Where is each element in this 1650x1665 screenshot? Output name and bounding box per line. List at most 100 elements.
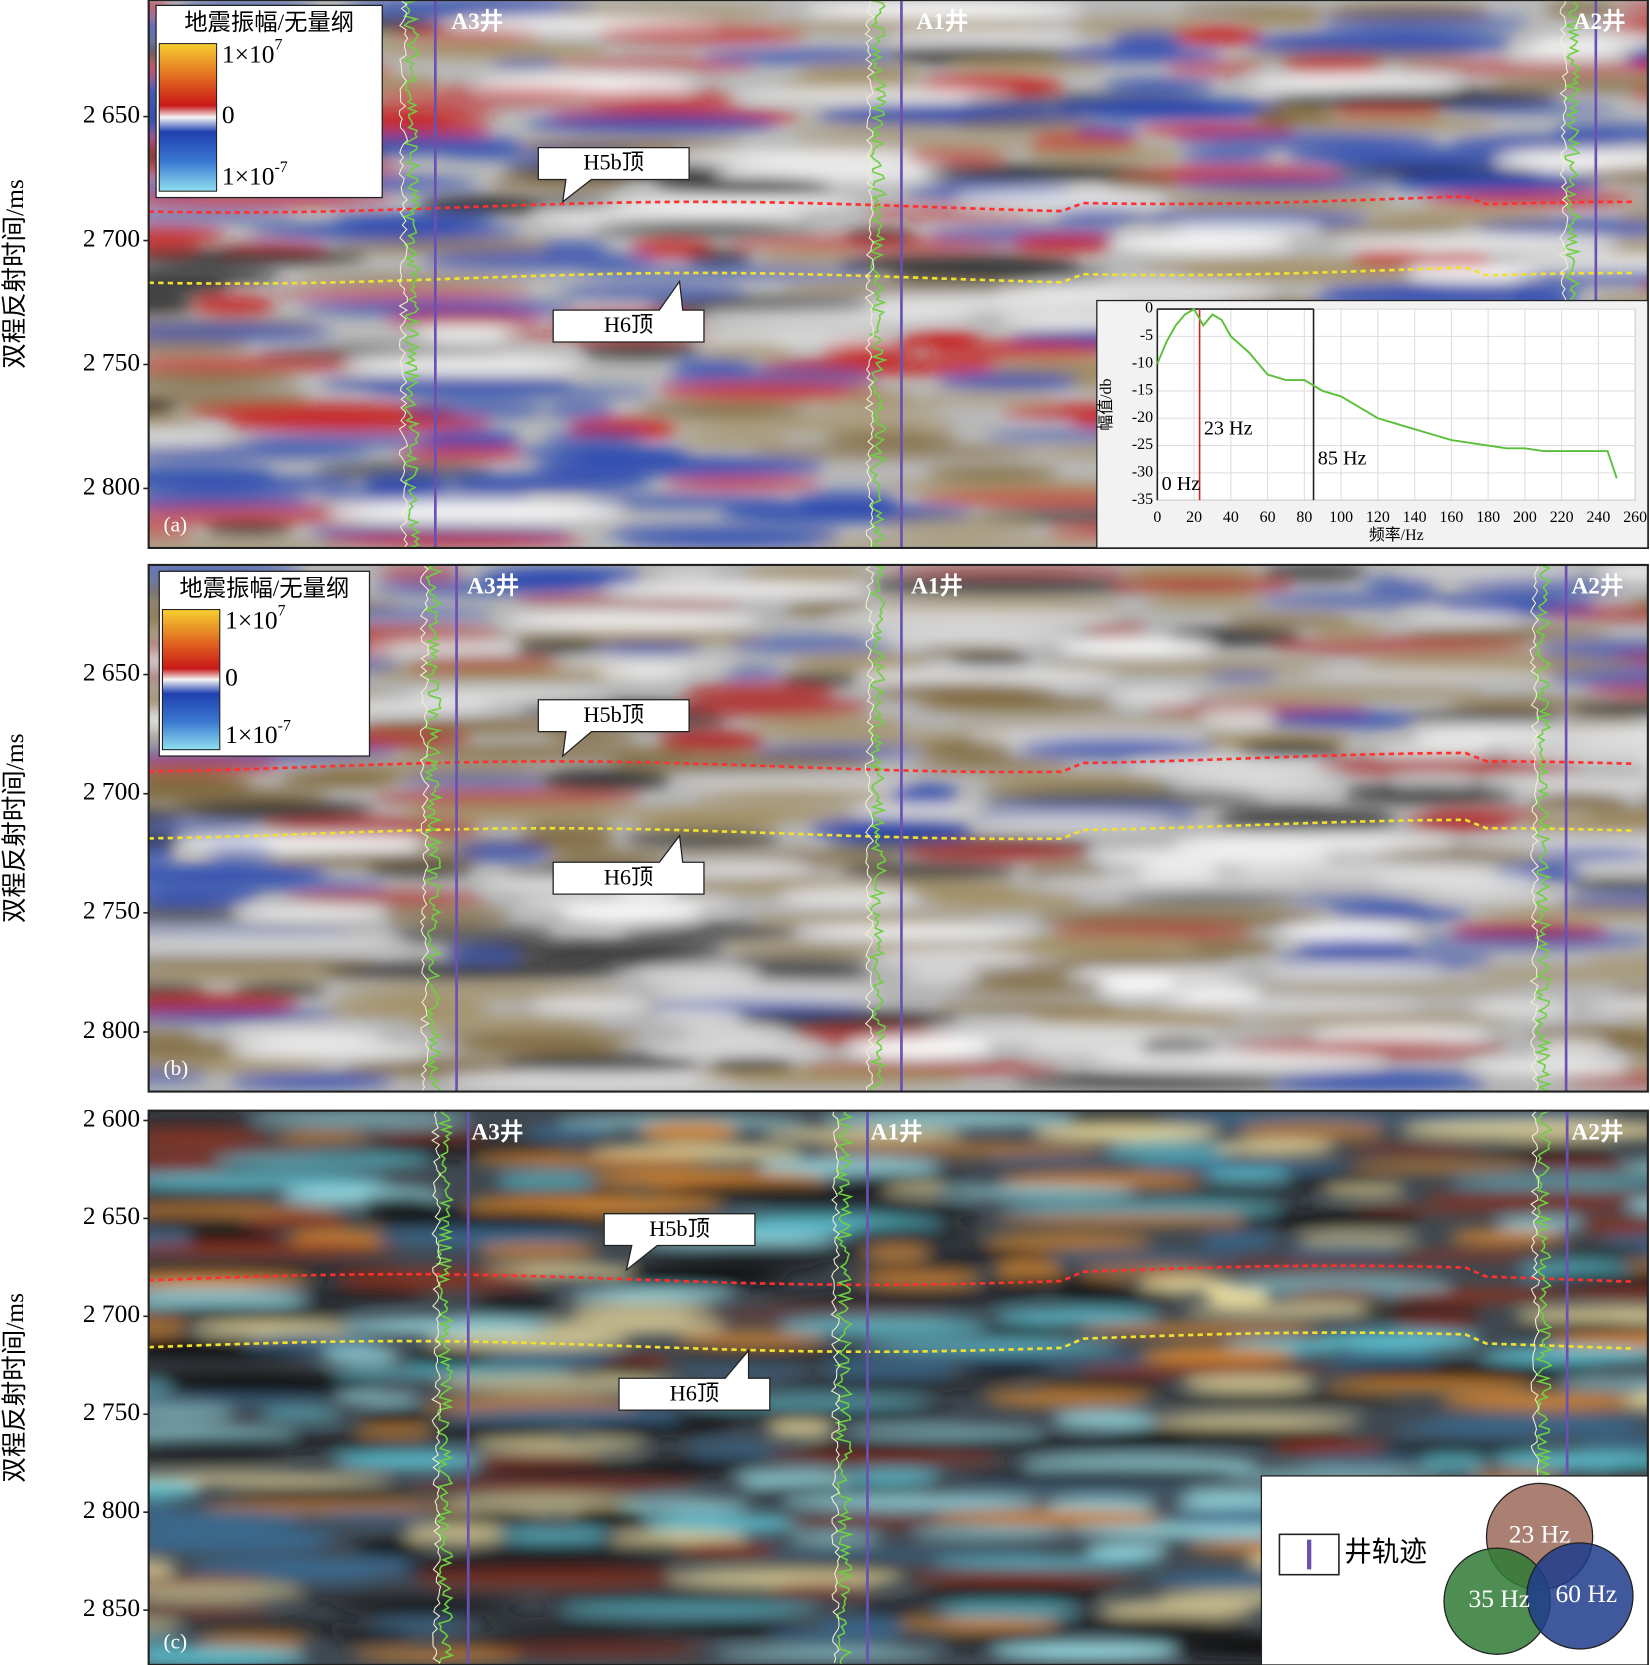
x-tick-label: 220 [1550,509,1574,526]
seismic-event [477,1243,600,1261]
seismic-event [539,769,671,790]
seismic-event [847,1037,993,1059]
seismic-event [961,1360,1055,1375]
seismic-event [1581,955,1648,966]
seismic-event [148,1068,208,1083]
seismic-event [331,1605,520,1617]
seismic-event [925,339,1122,361]
y-tick-label: 2 650 [83,99,140,128]
seismic-event [1375,845,1558,863]
x-tick-label: 260 [1623,509,1647,526]
y-tick-label: 2 700 [83,223,140,252]
seismic-event [923,1024,1219,1046]
seismic-event [1124,564,1261,583]
seismic-event [163,1375,383,1397]
seismic-event [754,745,924,757]
seismic-event [1374,871,1541,892]
seismic-event [148,249,369,265]
seismic-event [148,209,297,223]
seismic-event [1626,1198,1648,1213]
well-log [868,564,888,1091]
well-log [834,1110,855,1665]
seismic-event [1275,949,1495,971]
seismic-event [752,913,990,925]
seismic-event [1408,711,1565,725]
seismic-event [1103,173,1180,193]
seismic-event [148,1130,275,1145]
seismic-event [585,89,743,110]
seismic-event [568,1506,651,1528]
seismic-event [372,1620,469,1632]
seismic-event [276,288,532,300]
seismic-event [1204,1287,1270,1305]
seismic-event [491,58,564,71]
y-tick-label: -20 [1132,409,1153,426]
seismic-event [1398,564,1577,580]
seismic-event [1627,136,1648,145]
seismic-event [1626,47,1648,65]
seismic-event [1009,235,1121,252]
seismic-event [1175,178,1395,192]
seismic-event [1388,1288,1569,1304]
seismic-event [1377,742,1489,758]
seismic-event [1477,777,1648,794]
seismic-event [172,801,374,820]
well-log [402,0,422,548]
seismic-event [1420,932,1648,950]
seismic-event [1125,1159,1346,1173]
seismic-event [434,1540,725,1557]
seismic-event [345,1438,442,1456]
seismic-event [667,1567,903,1588]
seismic-event [148,756,280,776]
seismic-event [1617,208,1648,223]
seismic-event [1051,1411,1161,1428]
seismic-event [1300,1453,1425,1470]
seismic-event [481,1615,687,1635]
seismic-event [674,1330,827,1347]
y-tick-label: 2 850 [83,1593,140,1622]
seismic-event [605,582,872,598]
seismic-event [540,1316,727,1335]
seismic-event [1468,1057,1631,1075]
seismic-event [310,1510,437,1524]
seismic-event [1471,999,1573,1017]
seismic-event [414,1568,687,1589]
seismic-event [1165,628,1301,645]
seismic-event [1168,986,1262,1001]
x-tick-label: 100 [1329,509,1353,526]
seismic-event [849,803,984,816]
seismic-event [1170,833,1454,853]
seismic-event [727,238,1011,251]
seismic-event [1224,612,1353,629]
seismic-event [298,273,532,285]
seismic-event [1108,687,1197,704]
seismic-event [398,745,692,760]
seismic-event [784,1512,964,1530]
seismic-event [674,697,871,718]
seismic-event [191,1321,357,1336]
seismic-event [181,1621,359,1634]
seismic-event [384,313,545,325]
seismic-event [1446,698,1600,711]
annotation: 0 Hz [1162,473,1201,495]
seismic-event [827,607,1118,627]
seismic-event [416,325,518,343]
panel-frame [147,563,1649,1093]
seismic-event [1256,594,1468,607]
seismic-event [758,1547,1046,1561]
seismic-event [993,1212,1277,1227]
x-tick-label: 0 [1153,509,1161,526]
seismic-event [1391,173,1602,193]
seismic-event [985,1232,1154,1250]
seismic-event [1324,1378,1532,1392]
seismic-event [148,1581,303,1603]
seismic-event [479,1349,632,1365]
seismic-event [560,904,702,924]
seismic-event [469,1462,731,1482]
seismic-event [970,963,1088,980]
legend-title: 地震振幅/无量纲 [179,575,349,602]
seismic-event [767,1420,834,1438]
seismic-event [148,1189,269,1205]
seismic-event [148,1173,389,1188]
seismic-event [1278,923,1415,940]
